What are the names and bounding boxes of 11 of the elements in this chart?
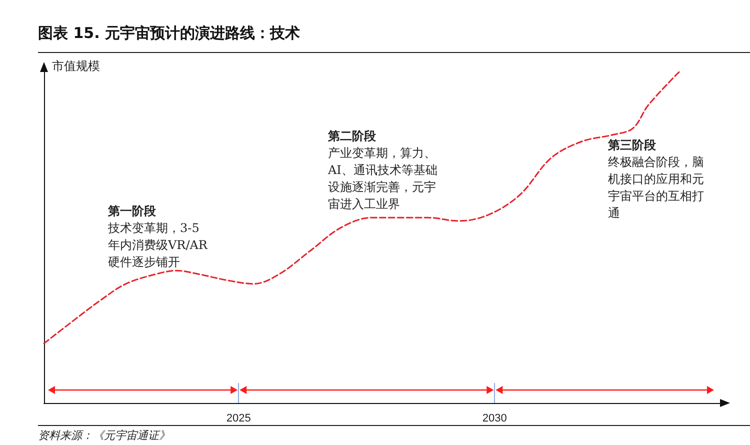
annotation: 第一阶段: [108, 203, 156, 220]
text: 资料来源：《元宇宙通证》: [38, 428, 170, 443]
annotation: 终极融合阶段，脑机接口的应用和元宇宙平台的互相打通: [608, 154, 705, 222]
annotation: 技术变革期，3-5 年内消费级VR/AR 硬件逐步铺开: [108, 220, 209, 271]
annotation: 第三阶段: [608, 137, 656, 154]
annotation: 第二阶段: [328, 128, 376, 145]
x-tick-label: 2030: [482, 412, 507, 424]
chart-title: 图表 15. 元宇宙预计的演进路线：技术: [38, 24, 300, 43]
x-tick-label: 2025: [226, 412, 251, 424]
y-axis-title: 市值规模: [52, 58, 100, 75]
annotation: 产业变革期，算力、AI、通讯技术等基础设施逐渐完善，元宇宙进入工业界: [328, 145, 438, 213]
